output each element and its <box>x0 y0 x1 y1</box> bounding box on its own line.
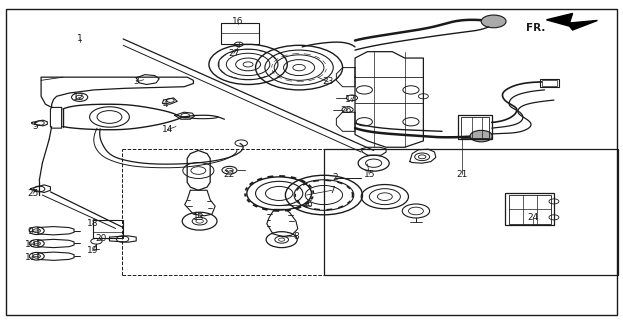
Text: 17: 17 <box>345 95 356 104</box>
Text: 24: 24 <box>527 213 538 222</box>
Bar <box>460 117 488 138</box>
Bar <box>505 194 554 225</box>
Text: 25: 25 <box>27 189 39 198</box>
Text: 6: 6 <box>307 200 313 209</box>
Bar <box>508 195 551 224</box>
Text: 1: 1 <box>77 35 83 44</box>
Polygon shape <box>546 13 597 30</box>
Text: 5: 5 <box>32 122 38 131</box>
Text: FR.: FR. <box>526 23 545 33</box>
Text: 27: 27 <box>228 49 239 58</box>
Text: 13: 13 <box>193 213 204 222</box>
Bar <box>93 220 123 238</box>
Text: 20: 20 <box>96 234 107 243</box>
Text: 4: 4 <box>163 100 168 109</box>
Text: 7: 7 <box>329 186 335 195</box>
Text: 23: 23 <box>323 77 334 86</box>
Text: 11: 11 <box>25 253 36 262</box>
Text: 15: 15 <box>364 170 375 179</box>
Bar <box>540 79 559 87</box>
Text: 18: 18 <box>87 219 98 228</box>
Text: 2: 2 <box>332 173 338 182</box>
Text: 8: 8 <box>293 232 300 241</box>
Text: 14: 14 <box>161 125 173 134</box>
Text: 9: 9 <box>27 227 34 236</box>
Bar <box>221 23 259 44</box>
Text: 26: 26 <box>340 106 351 115</box>
Text: 19: 19 <box>87 246 98 255</box>
Text: 16: 16 <box>232 17 244 26</box>
Bar <box>542 80 557 86</box>
Text: 22: 22 <box>224 170 235 179</box>
Text: 3: 3 <box>133 77 139 86</box>
Bar <box>324 149 618 275</box>
Circle shape <box>470 130 492 142</box>
Text: 21: 21 <box>456 170 468 179</box>
Text: 12: 12 <box>73 93 84 102</box>
Circle shape <box>481 15 506 28</box>
Bar <box>457 116 492 139</box>
Text: 10: 10 <box>25 240 36 249</box>
